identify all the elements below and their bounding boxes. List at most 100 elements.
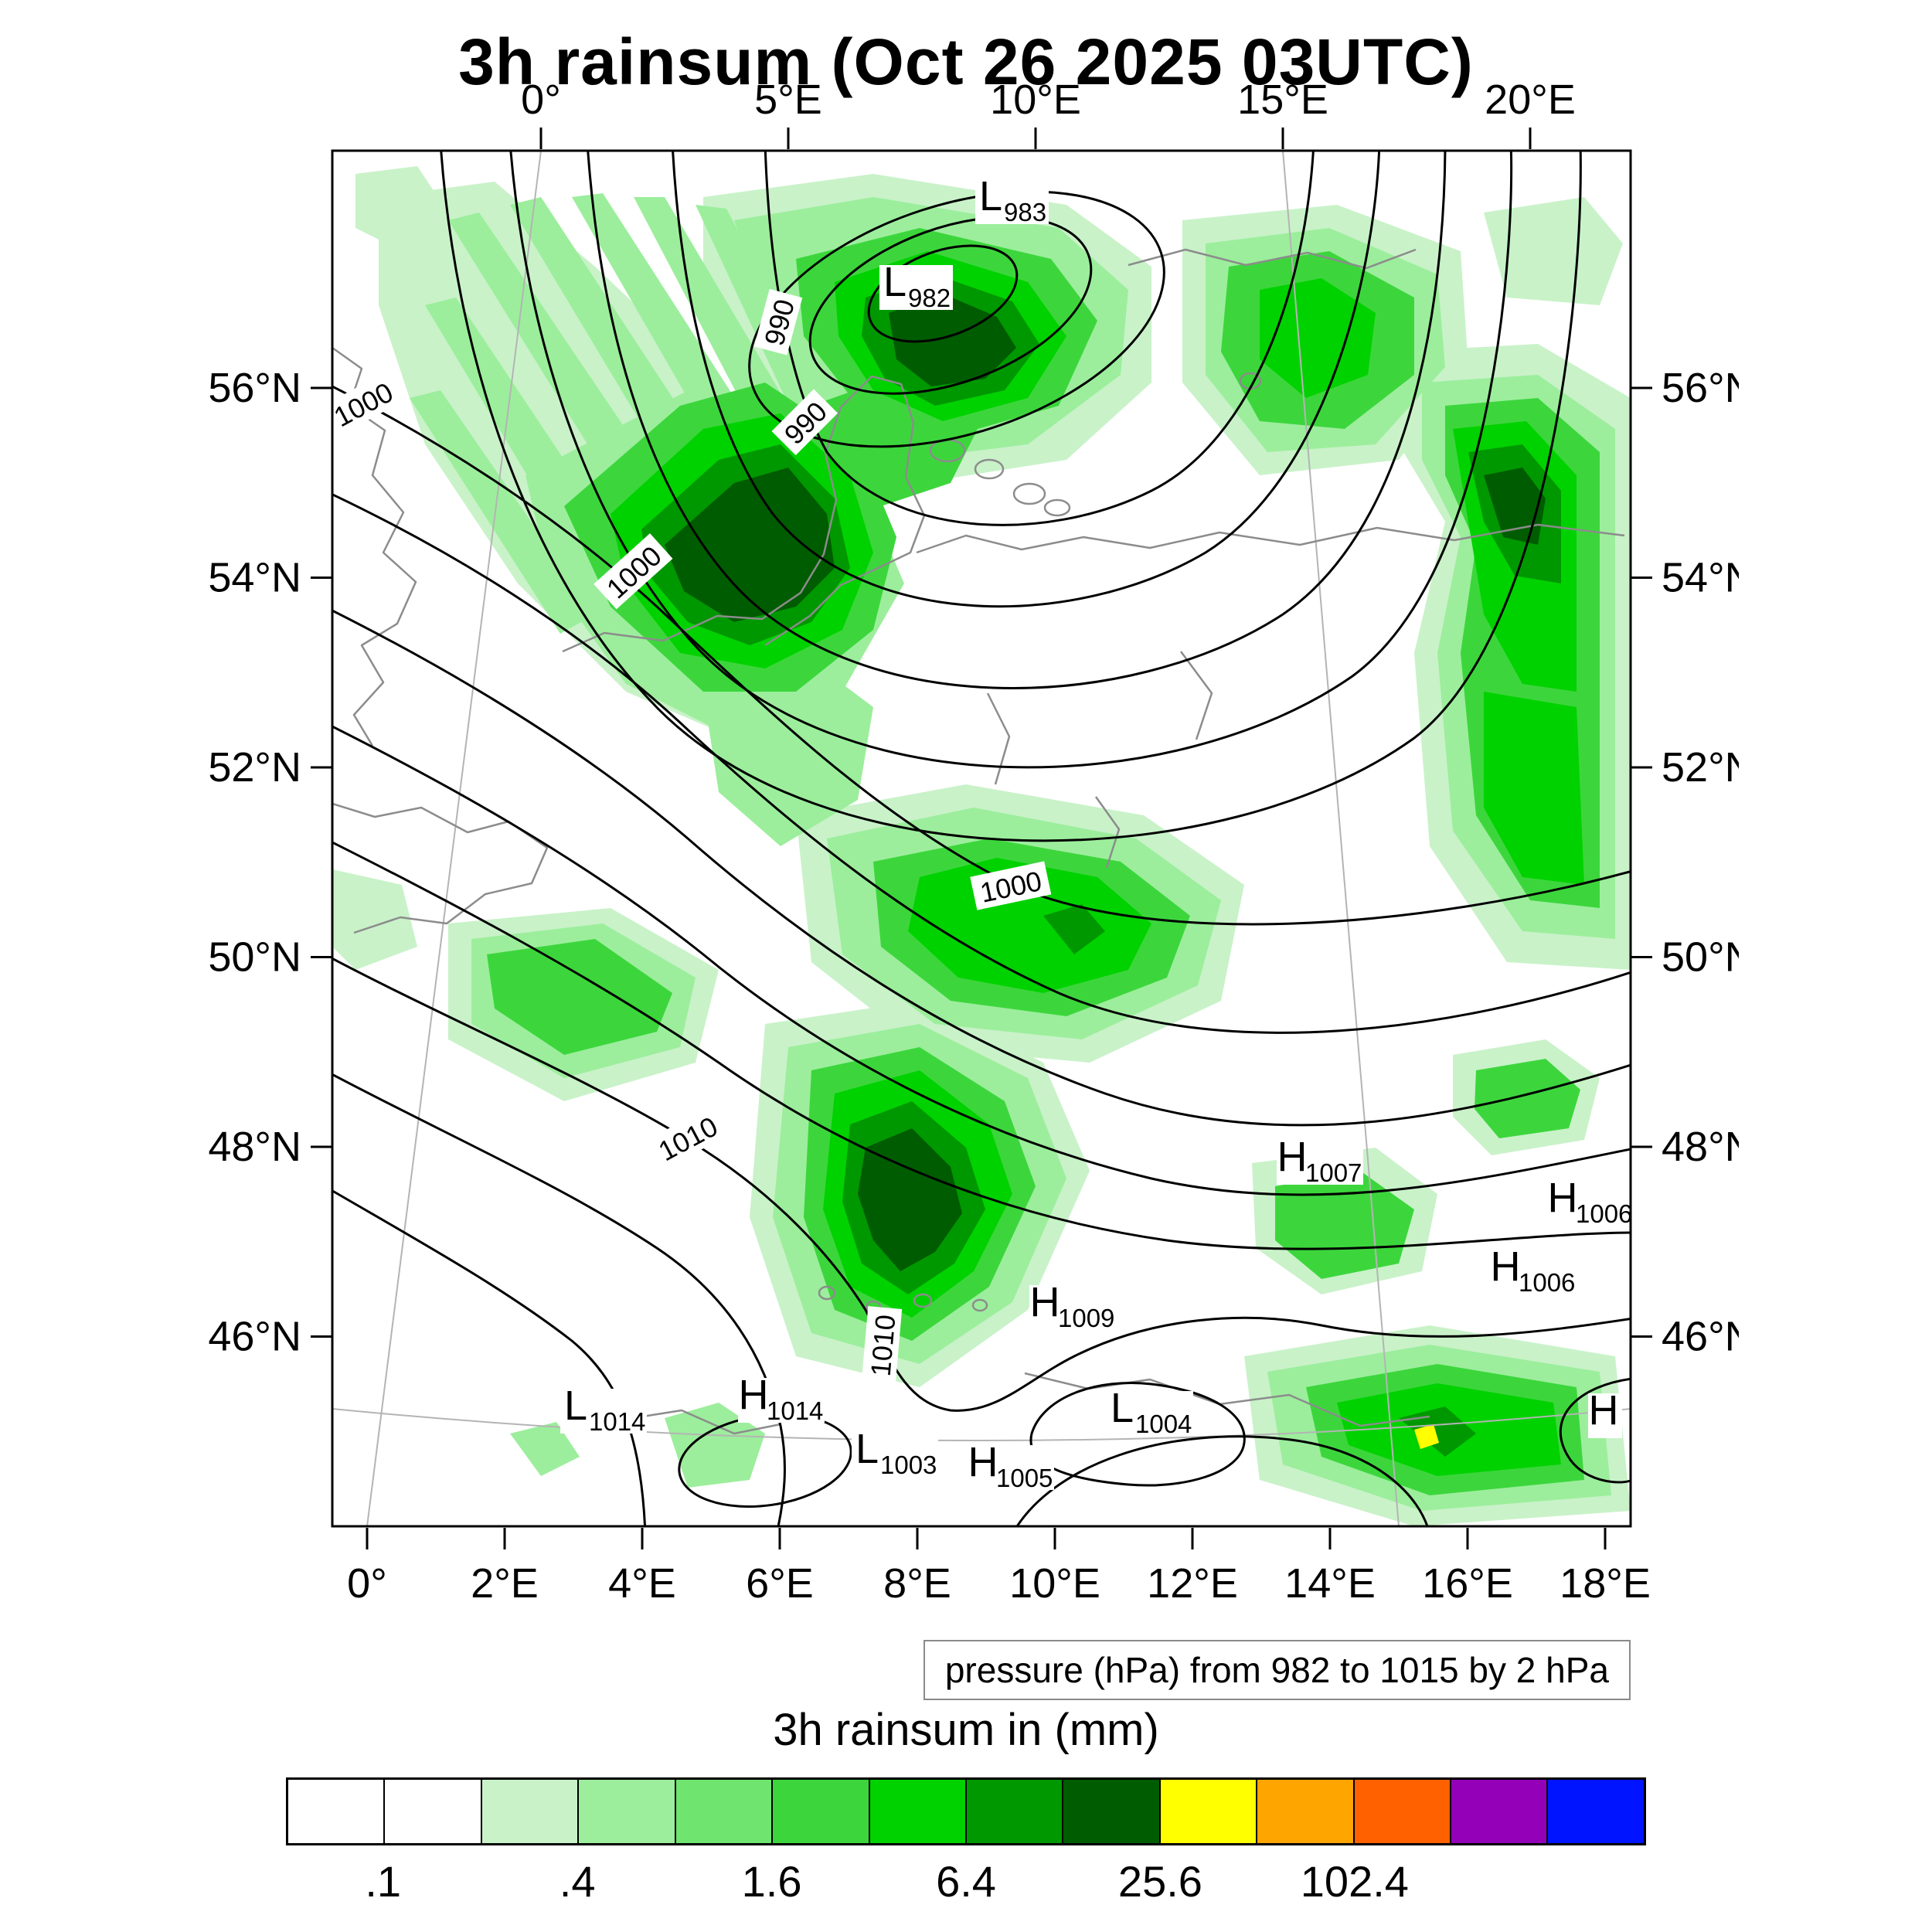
pressure-center-letter: H [1277, 1134, 1308, 1180]
isobar-label: 1010 [861, 1306, 903, 1385]
colorbar-cell [1450, 1780, 1547, 1843]
pressure-center-letter: L [979, 173, 1002, 219]
page-title: 3h rainsum (Oct 26 2025 03UTC) [458, 26, 1474, 98]
isobar-label-box [753, 288, 803, 355]
pressure-note: pressure (hPa) from 982 to 1015 by 2 hPa [923, 1640, 1631, 1700]
pressure-center-value: 1003 [880, 1451, 937, 1479]
axis-label-bottom: 12°E [1147, 1560, 1238, 1607]
colorbar-tick-label: .4 [559, 1857, 596, 1906]
pressure-center: H [1588, 1387, 1622, 1438]
precipitation-field [332, 166, 1631, 1526]
pressure-center-value: 983 [1004, 198, 1046, 226]
axis-label-left: 46°N [208, 1314, 301, 1360]
isobar-label: 990 [771, 389, 838, 456]
isobars [332, 151, 1631, 1526]
colorbar-cell [771, 1780, 869, 1843]
pressure-center-box [1588, 1393, 1622, 1438]
pressure-center-letter: L [1111, 1385, 1134, 1431]
axis-label-left: 50°N [208, 934, 301, 981]
axis-label-right: 50°N [1662, 934, 1739, 981]
axis-label-bottom: 0° [347, 1560, 387, 1607]
colorbar-tick-label: 6.4 [936, 1857, 996, 1906]
axis-label-right: 56°N [1662, 365, 1739, 411]
pressure-center-box [738, 1378, 825, 1423]
isobar-label: 1010 [645, 1104, 730, 1171]
pressure-center-letter: H [1030, 1279, 1060, 1325]
axis-label-bottom: 4°E [608, 1560, 676, 1607]
pressure-center: L 983 [975, 173, 1049, 226]
axis-left: 56°N 54°N 52°N 50°N 48°N 46°N [208, 365, 332, 1360]
axis-label-left: 56°N [208, 365, 301, 411]
axis-label-bottom: 14°E [1284, 1560, 1376, 1607]
pressure-center-value: 1009 [1058, 1304, 1114, 1332]
pressure-center-value: 1014 [589, 1407, 645, 1436]
pressure-center-letter: H [1548, 1175, 1578, 1221]
pressure-center-value: 1006 [1576, 1199, 1632, 1228]
colorbar-cell [577, 1780, 675, 1843]
isobar-label: 1000 [332, 370, 405, 437]
pressure-center-box [1490, 1250, 1577, 1294]
map-frame [331, 149, 1632, 1528]
axis-label-right: 48°N [1662, 1124, 1739, 1170]
axis-label-right: 52°N [1662, 744, 1739, 791]
pressure-center-value: 982 [908, 284, 951, 312]
colorbar-cell [1546, 1780, 1644, 1843]
axis-right: 56°N 54°N 52°N 50°N 48°N 46°N [1631, 365, 1739, 1360]
axis-bottom: 0° 2°E 4°E 6°E 8°E 10°E 12°E 14°E 16°E 18°E [347, 1528, 1651, 1607]
colorbar-cell [1062, 1780, 1159, 1843]
pressure-center-letter: H [739, 1372, 769, 1418]
isobar-label: 1000 [970, 861, 1052, 910]
axis-label-bottom: 18°E [1560, 1560, 1651, 1607]
pressure-center-letter: L [564, 1383, 587, 1429]
isobar-label-box [645, 1104, 730, 1171]
pressure-center-letter: H [968, 1439, 998, 1485]
axis-label-bottom: 16°E [1422, 1560, 1513, 1607]
pressure-center-value: 1007 [1305, 1158, 1362, 1187]
pressure-center-box [1277, 1140, 1363, 1185]
axis-label-top: 5°E [754, 77, 822, 123]
graticule [332, 151, 1631, 1526]
colorbar-tick-label: 25.6 [1117, 1857, 1202, 1906]
axis-label-top: 15°E [1237, 77, 1328, 123]
axis-label-left: 48°N [208, 1124, 301, 1170]
axis-top: 0° 5°E 10°E 15°E 20°E [521, 77, 1576, 149]
colorbar-cell [868, 1780, 965, 1843]
isobar-label-box [861, 1306, 903, 1385]
pressure-center-value: 1005 [996, 1464, 1053, 1492]
pressure-center: L 1004 [1107, 1385, 1193, 1438]
legend-title: 3h rainsum in (mm) [773, 1705, 1159, 1755]
axis-label-right: 54°N [1662, 555, 1739, 601]
colorbar-cell [1158, 1780, 1257, 1843]
axis-label-bottom: 8°E [883, 1560, 951, 1607]
isobar-label-box [771, 389, 838, 456]
pressure-center: L 1014 [560, 1383, 647, 1436]
colorbar-tick-label: .1 [365, 1857, 402, 1906]
axis-label-bottom: 6°E [746, 1560, 814, 1607]
axis-label-top: 0° [521, 77, 561, 123]
pressure-center-letter: L [883, 259, 906, 305]
isobar-label-text: 1010 [865, 1313, 902, 1377]
pressure-center-value: 1014 [767, 1396, 823, 1425]
pressure-center-box [560, 1389, 647, 1434]
colorbar-cell [964, 1780, 1063, 1843]
pressure-center-letter: L [855, 1426, 879, 1472]
axis-label-bottom: 2°E [471, 1560, 539, 1607]
pressure-center-box [975, 179, 1049, 224]
pressure-center-box [852, 1432, 938, 1477]
pressure-center-letter: H [1589, 1387, 1619, 1434]
pressure-center: L 1003 [852, 1426, 938, 1479]
isobar-label-box [970, 861, 1052, 910]
isobar-label-box [332, 370, 405, 437]
pressure-center-box [1029, 1285, 1116, 1330]
pressure-center-box [1547, 1181, 1631, 1226]
colorbar-cell [1256, 1780, 1353, 1843]
axis-label-right: 46°N [1662, 1314, 1739, 1360]
pressure-center-value: 1004 [1135, 1410, 1192, 1438]
